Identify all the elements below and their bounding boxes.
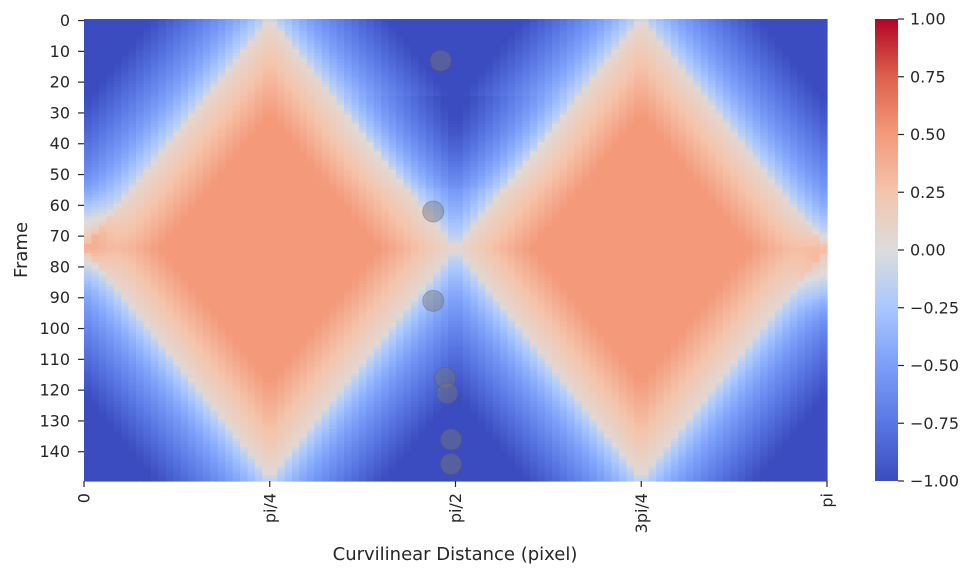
heatmap-cells bbox=[84, 19, 828, 482]
